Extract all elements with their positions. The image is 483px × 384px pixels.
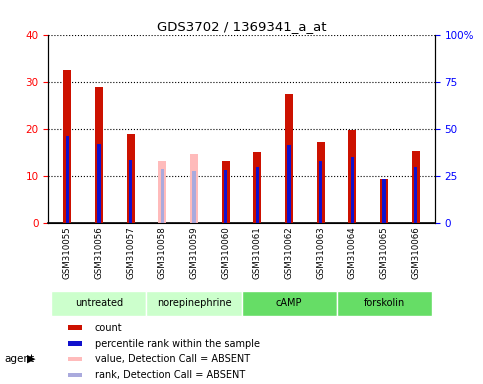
Bar (287, 146, 291, 223)
Bar (242, 291, 337, 316)
Text: GSM310062: GSM310062 (284, 227, 294, 279)
Bar (127, 134, 135, 223)
Title: GDS3702 / 1369341_a_at: GDS3702 / 1369341_a_at (157, 20, 326, 33)
Text: forskolin: forskolin (363, 298, 405, 308)
Text: count: count (95, 323, 122, 333)
Text: agent: agent (5, 354, 35, 364)
Text: rank, Detection Call = ABSENT: rank, Detection Call = ABSENT (95, 370, 245, 380)
Bar (97, 144, 101, 223)
Bar (129, 159, 132, 223)
Text: GSM310065: GSM310065 (380, 227, 388, 279)
Bar (317, 142, 325, 223)
Text: GSM310063: GSM310063 (316, 227, 325, 279)
Bar (285, 94, 293, 223)
Bar (63, 70, 71, 223)
Bar (254, 152, 261, 223)
Text: GSM310060: GSM310060 (221, 227, 230, 279)
Text: GSM310066: GSM310066 (411, 227, 420, 279)
Bar (160, 169, 164, 223)
Bar (146, 291, 242, 316)
Text: GSM310061: GSM310061 (253, 227, 262, 279)
Text: ▶: ▶ (27, 354, 35, 364)
Text: GSM310064: GSM310064 (348, 227, 357, 279)
Bar (256, 167, 259, 223)
Text: untreated: untreated (75, 298, 123, 308)
Bar (66, 136, 69, 223)
Bar (158, 161, 166, 223)
Bar (337, 291, 431, 316)
Bar (68, 373, 83, 377)
Text: GSM310058: GSM310058 (158, 227, 167, 279)
Bar (95, 88, 103, 223)
Bar (348, 130, 356, 223)
Text: GSM310057: GSM310057 (126, 227, 135, 279)
Bar (190, 154, 198, 223)
Bar (222, 161, 229, 223)
Text: value, Detection Call = ABSENT: value, Detection Call = ABSENT (95, 354, 250, 364)
Bar (68, 326, 83, 330)
Text: GSM310056: GSM310056 (95, 227, 103, 279)
Bar (412, 151, 420, 223)
Text: norepinephrine: norepinephrine (156, 298, 231, 308)
Bar (319, 161, 323, 223)
Bar (68, 341, 83, 346)
Bar (52, 291, 146, 316)
Bar (224, 170, 227, 223)
Text: GSM310055: GSM310055 (63, 227, 72, 279)
Bar (380, 179, 388, 223)
Text: percentile rank within the sample: percentile rank within the sample (95, 339, 260, 349)
Bar (382, 179, 386, 223)
Bar (351, 157, 354, 223)
Bar (68, 357, 83, 361)
Text: cAMP: cAMP (276, 298, 302, 308)
Bar (192, 171, 196, 223)
Text: GSM310059: GSM310059 (189, 227, 199, 279)
Bar (414, 167, 417, 223)
